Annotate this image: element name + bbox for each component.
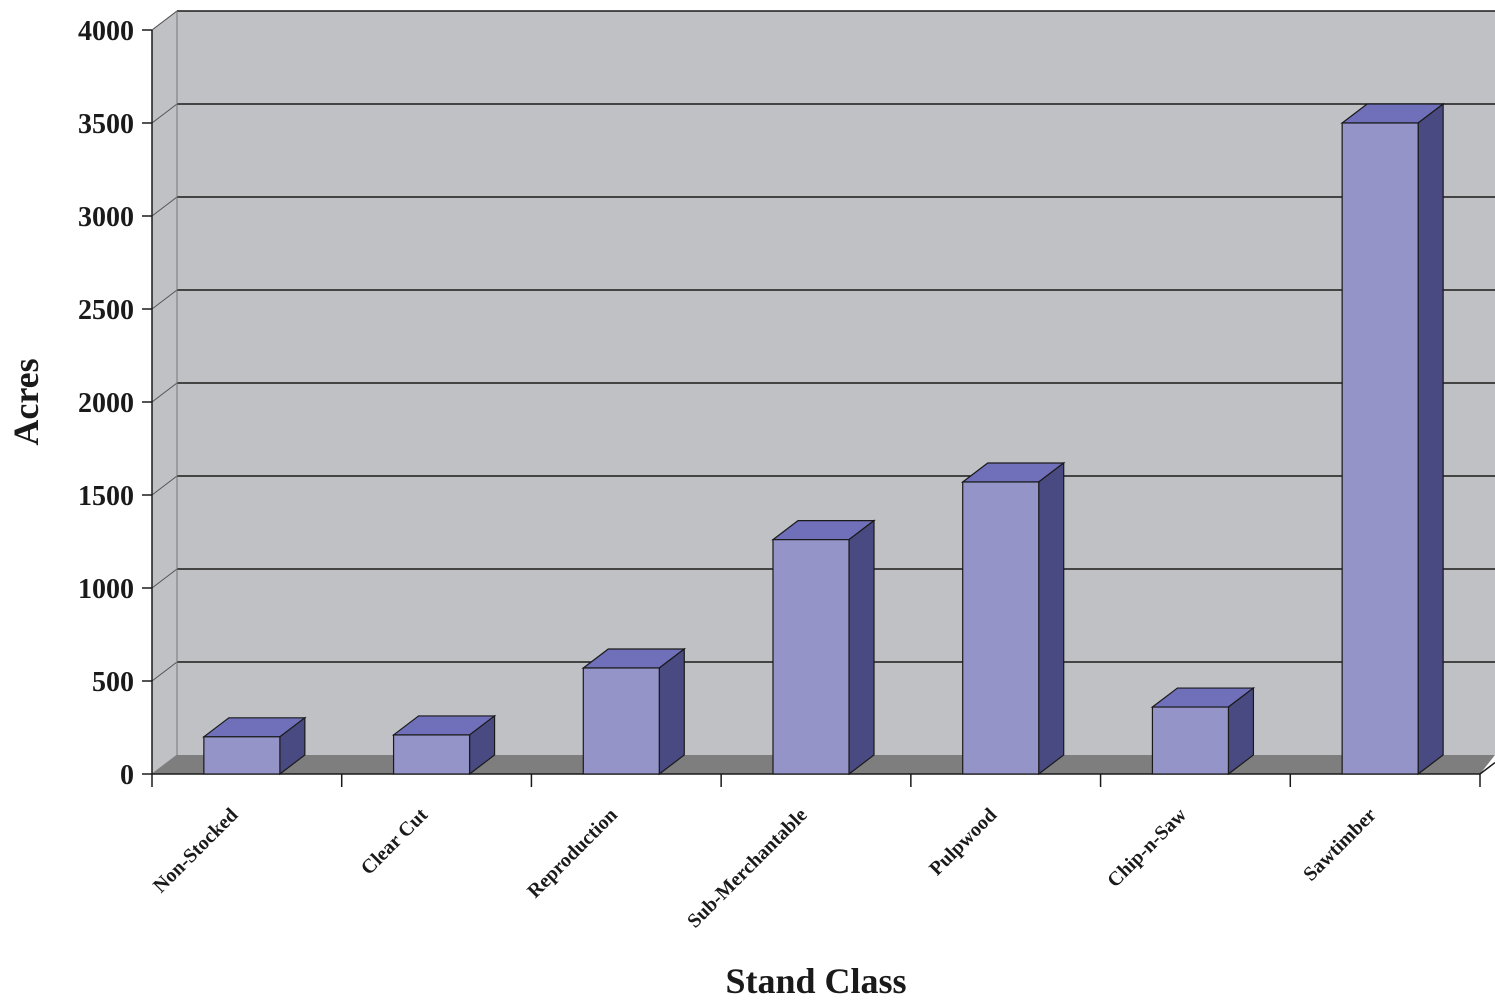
bar	[391, 714, 497, 776]
x-tick-label: Clear Cut	[357, 804, 433, 880]
gridline-side	[151, 289, 178, 310]
gridline-side	[151, 382, 178, 403]
gridline-side	[151, 196, 178, 217]
bar-side-face	[1038, 461, 1065, 776]
bar-front-face	[582, 667, 660, 775]
y-tick-label: 2000	[78, 388, 134, 419]
bar-front-face	[772, 539, 850, 775]
bar	[960, 461, 1066, 776]
y-tick-label: 4000	[78, 16, 134, 47]
bar	[581, 647, 687, 776]
bar-side-face	[848, 519, 875, 776]
bars	[202, 102, 1445, 776]
x-axis-title: Stand Class	[725, 961, 906, 1000]
y-tick-label: 0	[120, 760, 134, 791]
x-tick-label: Sub-Merchantable	[683, 804, 812, 933]
floor-right-edge	[1479, 762, 1495, 775]
gridline-side	[151, 10, 178, 31]
gridline-side	[151, 661, 178, 682]
x-tick-label: Chip-n-Saw	[1103, 804, 1191, 892]
bar	[1150, 686, 1256, 776]
y-tick-label: 3500	[78, 109, 134, 140]
x-tick-label: Reproduction	[523, 804, 622, 903]
bar-front-face	[203, 736, 281, 775]
y-tick-label: 3000	[78, 202, 134, 233]
bar-front-face	[392, 734, 471, 775]
bar	[1340, 102, 1445, 776]
bar	[202, 716, 307, 776]
y-tick-label: 1500	[78, 481, 134, 512]
x-tick-label: Pulpwood	[925, 804, 1001, 880]
bar-front-face	[1151, 706, 1230, 775]
gridline-side	[151, 568, 178, 589]
x-tick-label: Sawtimber	[1299, 804, 1381, 886]
x-tick-label: Non-Stocked	[149, 804, 242, 897]
y-tick-label: 500	[92, 667, 134, 698]
y-axis-title: Acres	[6, 358, 46, 445]
bar-front-face	[962, 481, 1040, 775]
gridline-side	[151, 475, 178, 496]
bar	[771, 519, 876, 776]
bar-side-face	[1417, 102, 1444, 776]
y-tick-label: 1000	[78, 574, 134, 605]
x-tick-labels: Non-Stocked Clear Cut Reproduction Sub-Merc…	[149, 804, 1381, 933]
bar-front-face	[1341, 122, 1419, 775]
y-tick-labels: 0 500 1000 1500 2000 2500 3000 3500 4000	[78, 16, 134, 791]
gridline-side	[151, 103, 178, 124]
y-tick-label: 2500	[78, 295, 134, 326]
bar-side-face	[658, 647, 685, 776]
